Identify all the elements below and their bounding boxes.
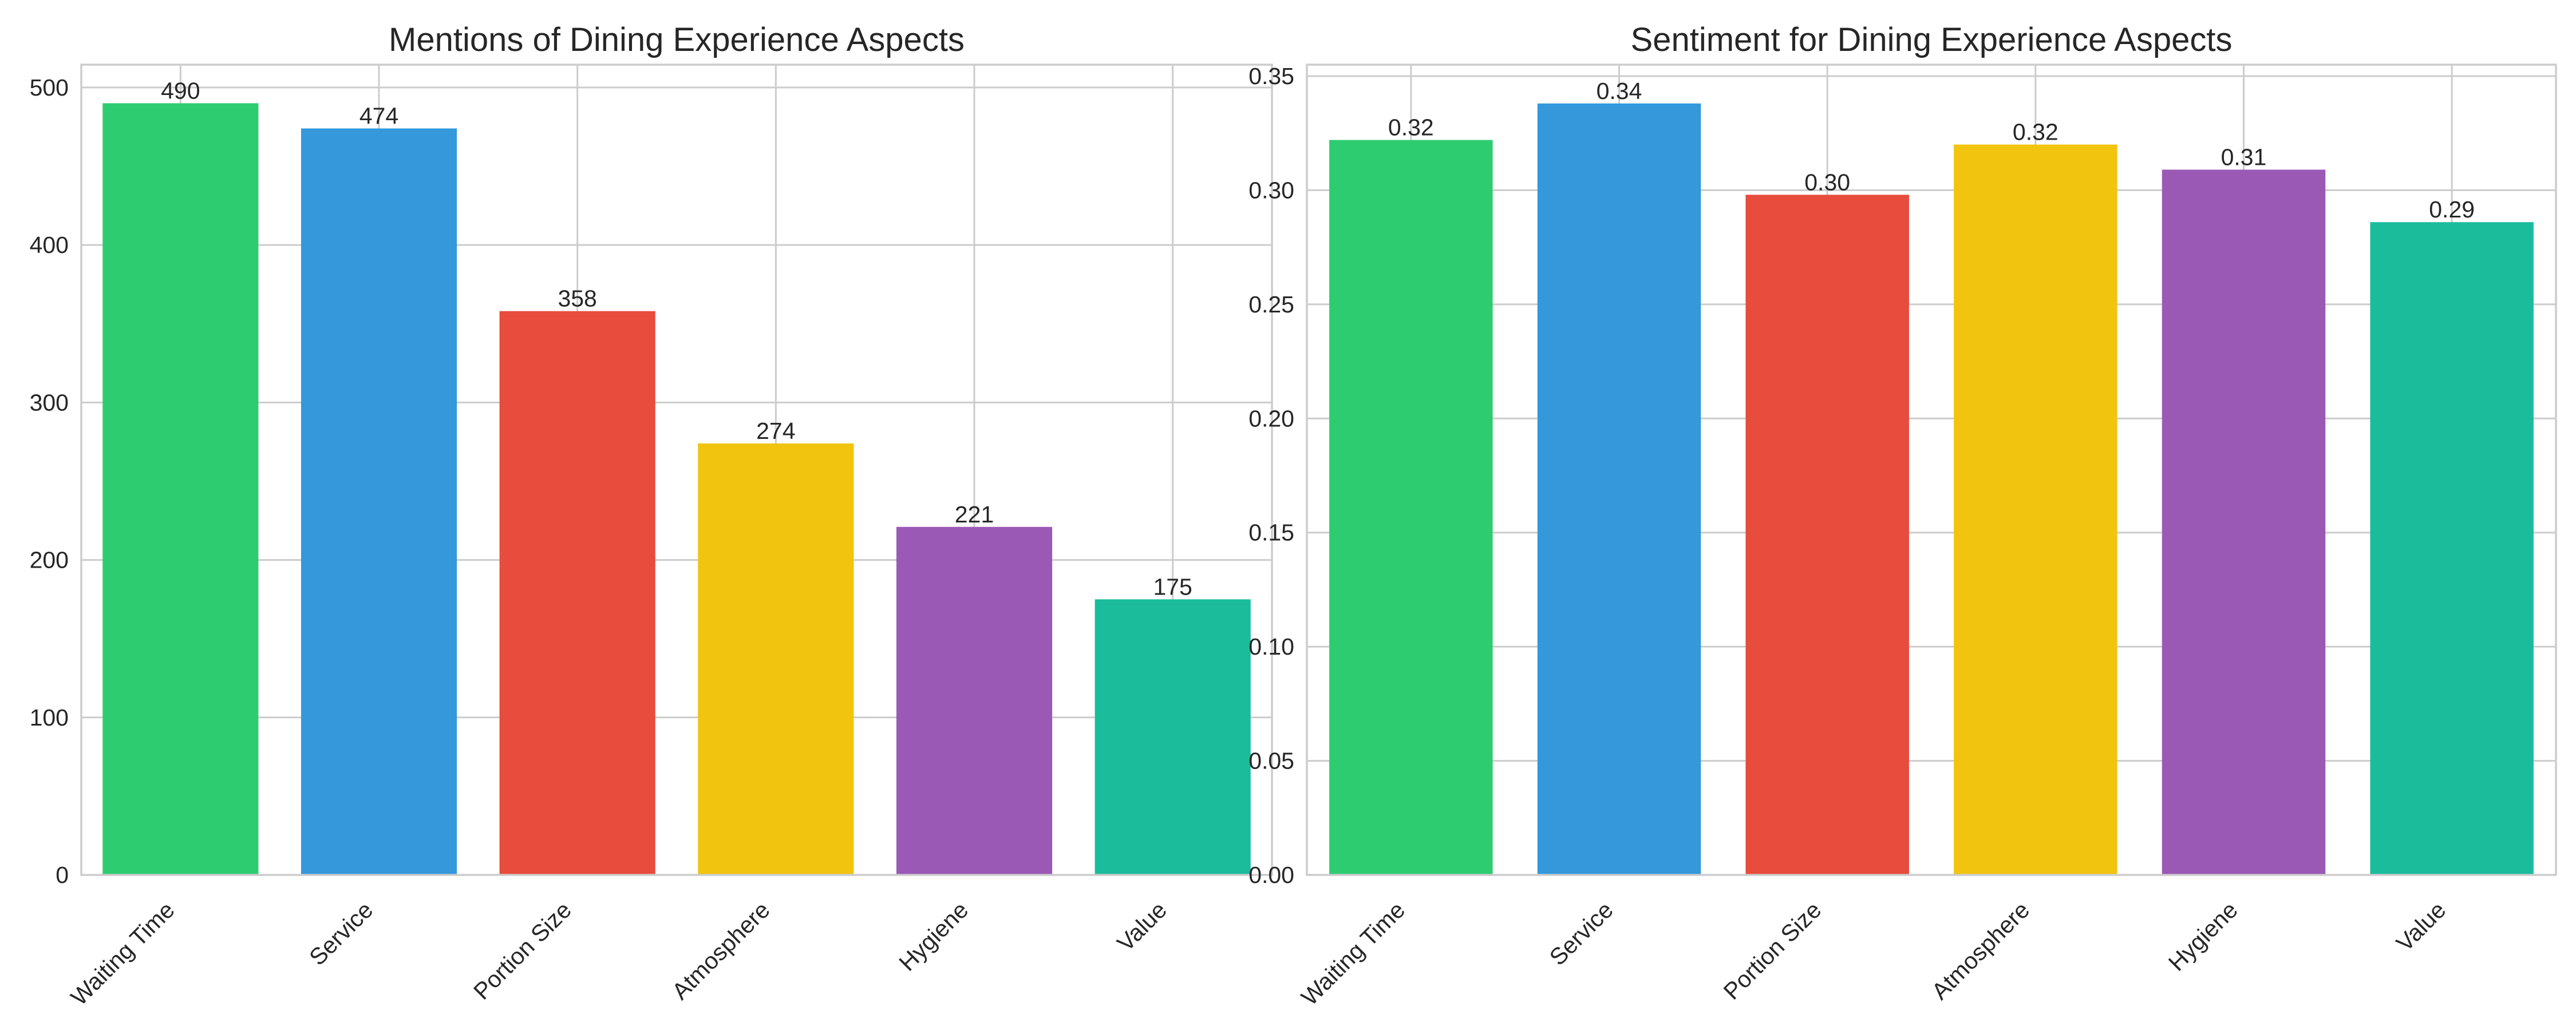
bar-portion-size <box>1745 195 1909 875</box>
chart-title: Sentiment for Dining Experience Aspects <box>1631 21 2233 58</box>
y-tick-label: 0.00 <box>1249 862 1294 888</box>
y-tick-label: 0.35 <box>1249 63 1294 89</box>
y-tick-label: 0.15 <box>1249 520 1294 546</box>
data-label-portion-size: 358 <box>558 286 596 312</box>
y-tick-label: 0 <box>56 862 69 888</box>
bar-hygiene <box>896 526 1053 875</box>
bar-atmosphere <box>1954 144 2117 876</box>
data-label-value: 175 <box>1153 573 1192 600</box>
plot-frame <box>80 64 1273 876</box>
y-tick-label: 0.05 <box>1249 748 1294 774</box>
y-tick-label: 300 <box>30 389 69 415</box>
y-tick-label: 500 <box>30 74 69 101</box>
y-tick-label: 0.10 <box>1249 633 1294 660</box>
data-label-waiting-time: 0.32 <box>1388 114 1434 141</box>
plot-frame <box>1306 64 2557 876</box>
chart-title: Mentions of Dining Experience Aspects <box>389 21 965 58</box>
bar-value <box>2370 222 2534 875</box>
y-tick-label: 0.30 <box>1249 177 1294 203</box>
data-label-service: 474 <box>359 102 398 129</box>
data-label-hygiene: 0.31 <box>2221 144 2267 170</box>
bar-waiting-time <box>102 103 259 875</box>
bar-service <box>301 128 457 875</box>
bar-waiting-time <box>1329 140 1493 875</box>
y-tick-label: 0.25 <box>1249 291 1294 318</box>
data-label-waiting-time: 490 <box>161 77 200 104</box>
bar-atmosphere <box>698 443 854 875</box>
bar-portion-size <box>499 311 655 875</box>
y-tick-label: 0.20 <box>1249 405 1294 431</box>
y-tick-label: 200 <box>30 547 69 573</box>
bar-hygiene <box>2162 169 2326 875</box>
y-tick-label: 100 <box>30 704 69 731</box>
bar-value <box>1095 599 1251 875</box>
data-label-service: 0.34 <box>1597 78 1642 104</box>
data-label-value: 0.29 <box>2429 196 2475 223</box>
data-label-portion-size: 0.30 <box>1804 169 1850 195</box>
bar-service <box>1537 103 1701 875</box>
y-tick-label: 400 <box>30 232 69 258</box>
data-label-atmosphere: 274 <box>756 418 795 444</box>
data-label-hygiene: 221 <box>955 501 994 528</box>
data-label-atmosphere: 0.32 <box>2013 119 2059 145</box>
